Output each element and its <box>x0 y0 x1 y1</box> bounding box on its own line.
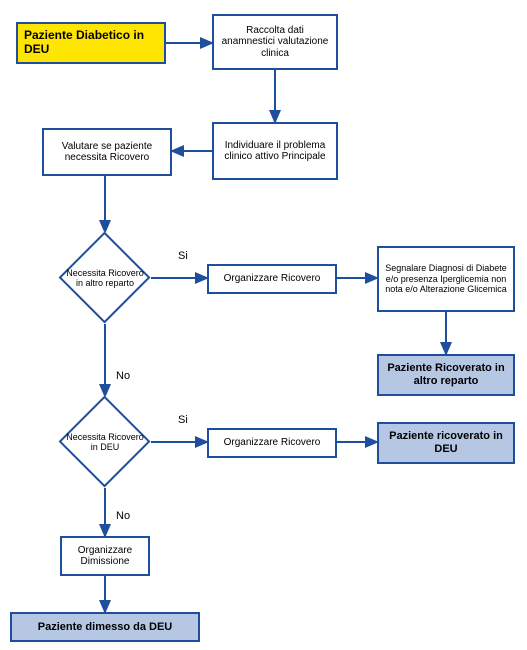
node-org1: Organizzare Ricovero <box>207 264 337 294</box>
node-dimesso: Paziente dimesso da DEU <box>10 612 200 642</box>
node-label-wrap: Necessita Ricovero in altro reparto <box>59 232 151 324</box>
node-label-wrap: Necessita Ricovero in DEU <box>59 396 151 488</box>
node-label: Individuare il problema clinico attivo P… <box>220 140 330 163</box>
node-org2: Organizzare Ricovero <box>207 428 337 458</box>
node-ricDEU: Paziente ricoverato in DEU <box>377 422 515 464</box>
node-orgDim: Organizzare Dimissione <box>60 536 150 576</box>
edge-label: No <box>116 370 130 382</box>
node-label: Paziente ricoverato in DEU <box>385 430 507 455</box>
node-raccolta: Raccolta dati anamnestici valutazione cl… <box>212 14 338 70</box>
edge-label: Si <box>178 250 188 262</box>
node-label: Organizzare Dimissione <box>68 545 142 568</box>
node-start: Paziente Diabetico in DEU <box>16 22 166 64</box>
edge-label: No <box>116 510 130 522</box>
edge-label: Si <box>178 414 188 426</box>
node-segnalare: Segnalare Diagnosi di Diabete e/o presen… <box>377 246 515 312</box>
node-dec1: Necessita Ricovero in altro reparto <box>59 232 151 324</box>
node-label: Raccolta dati anamnestici valutazione cl… <box>220 25 330 60</box>
node-label: Paziente dimesso da DEU <box>38 621 173 634</box>
node-label: Paziente Diabetico in DEU <box>24 29 158 57</box>
node-dec2: Necessita Ricovero in DEU <box>59 396 151 488</box>
node-label: Necessita Ricovero in DEU <box>65 432 145 452</box>
flowchart-canvas: Paziente Diabetico in DEU Raccolta dati a… <box>0 0 527 650</box>
node-valutare: Valutare se paziente necessita Ricovero <box>42 128 172 176</box>
node-individuare: Individuare il problema clinico attivo P… <box>212 122 338 180</box>
node-ricAltro: Paziente Ricoverato in altro reparto <box>377 354 515 396</box>
node-label: Segnalare Diagnosi di Diabete e/o presen… <box>385 263 507 294</box>
node-label: Organizzare Ricovero <box>224 273 321 285</box>
node-label: Necessita Ricovero in altro reparto <box>65 268 145 288</box>
node-label: Valutare se paziente necessita Ricovero <box>50 141 164 164</box>
node-label: Paziente Ricoverato in altro reparto <box>385 362 507 387</box>
node-label: Organizzare Ricovero <box>224 437 321 449</box>
